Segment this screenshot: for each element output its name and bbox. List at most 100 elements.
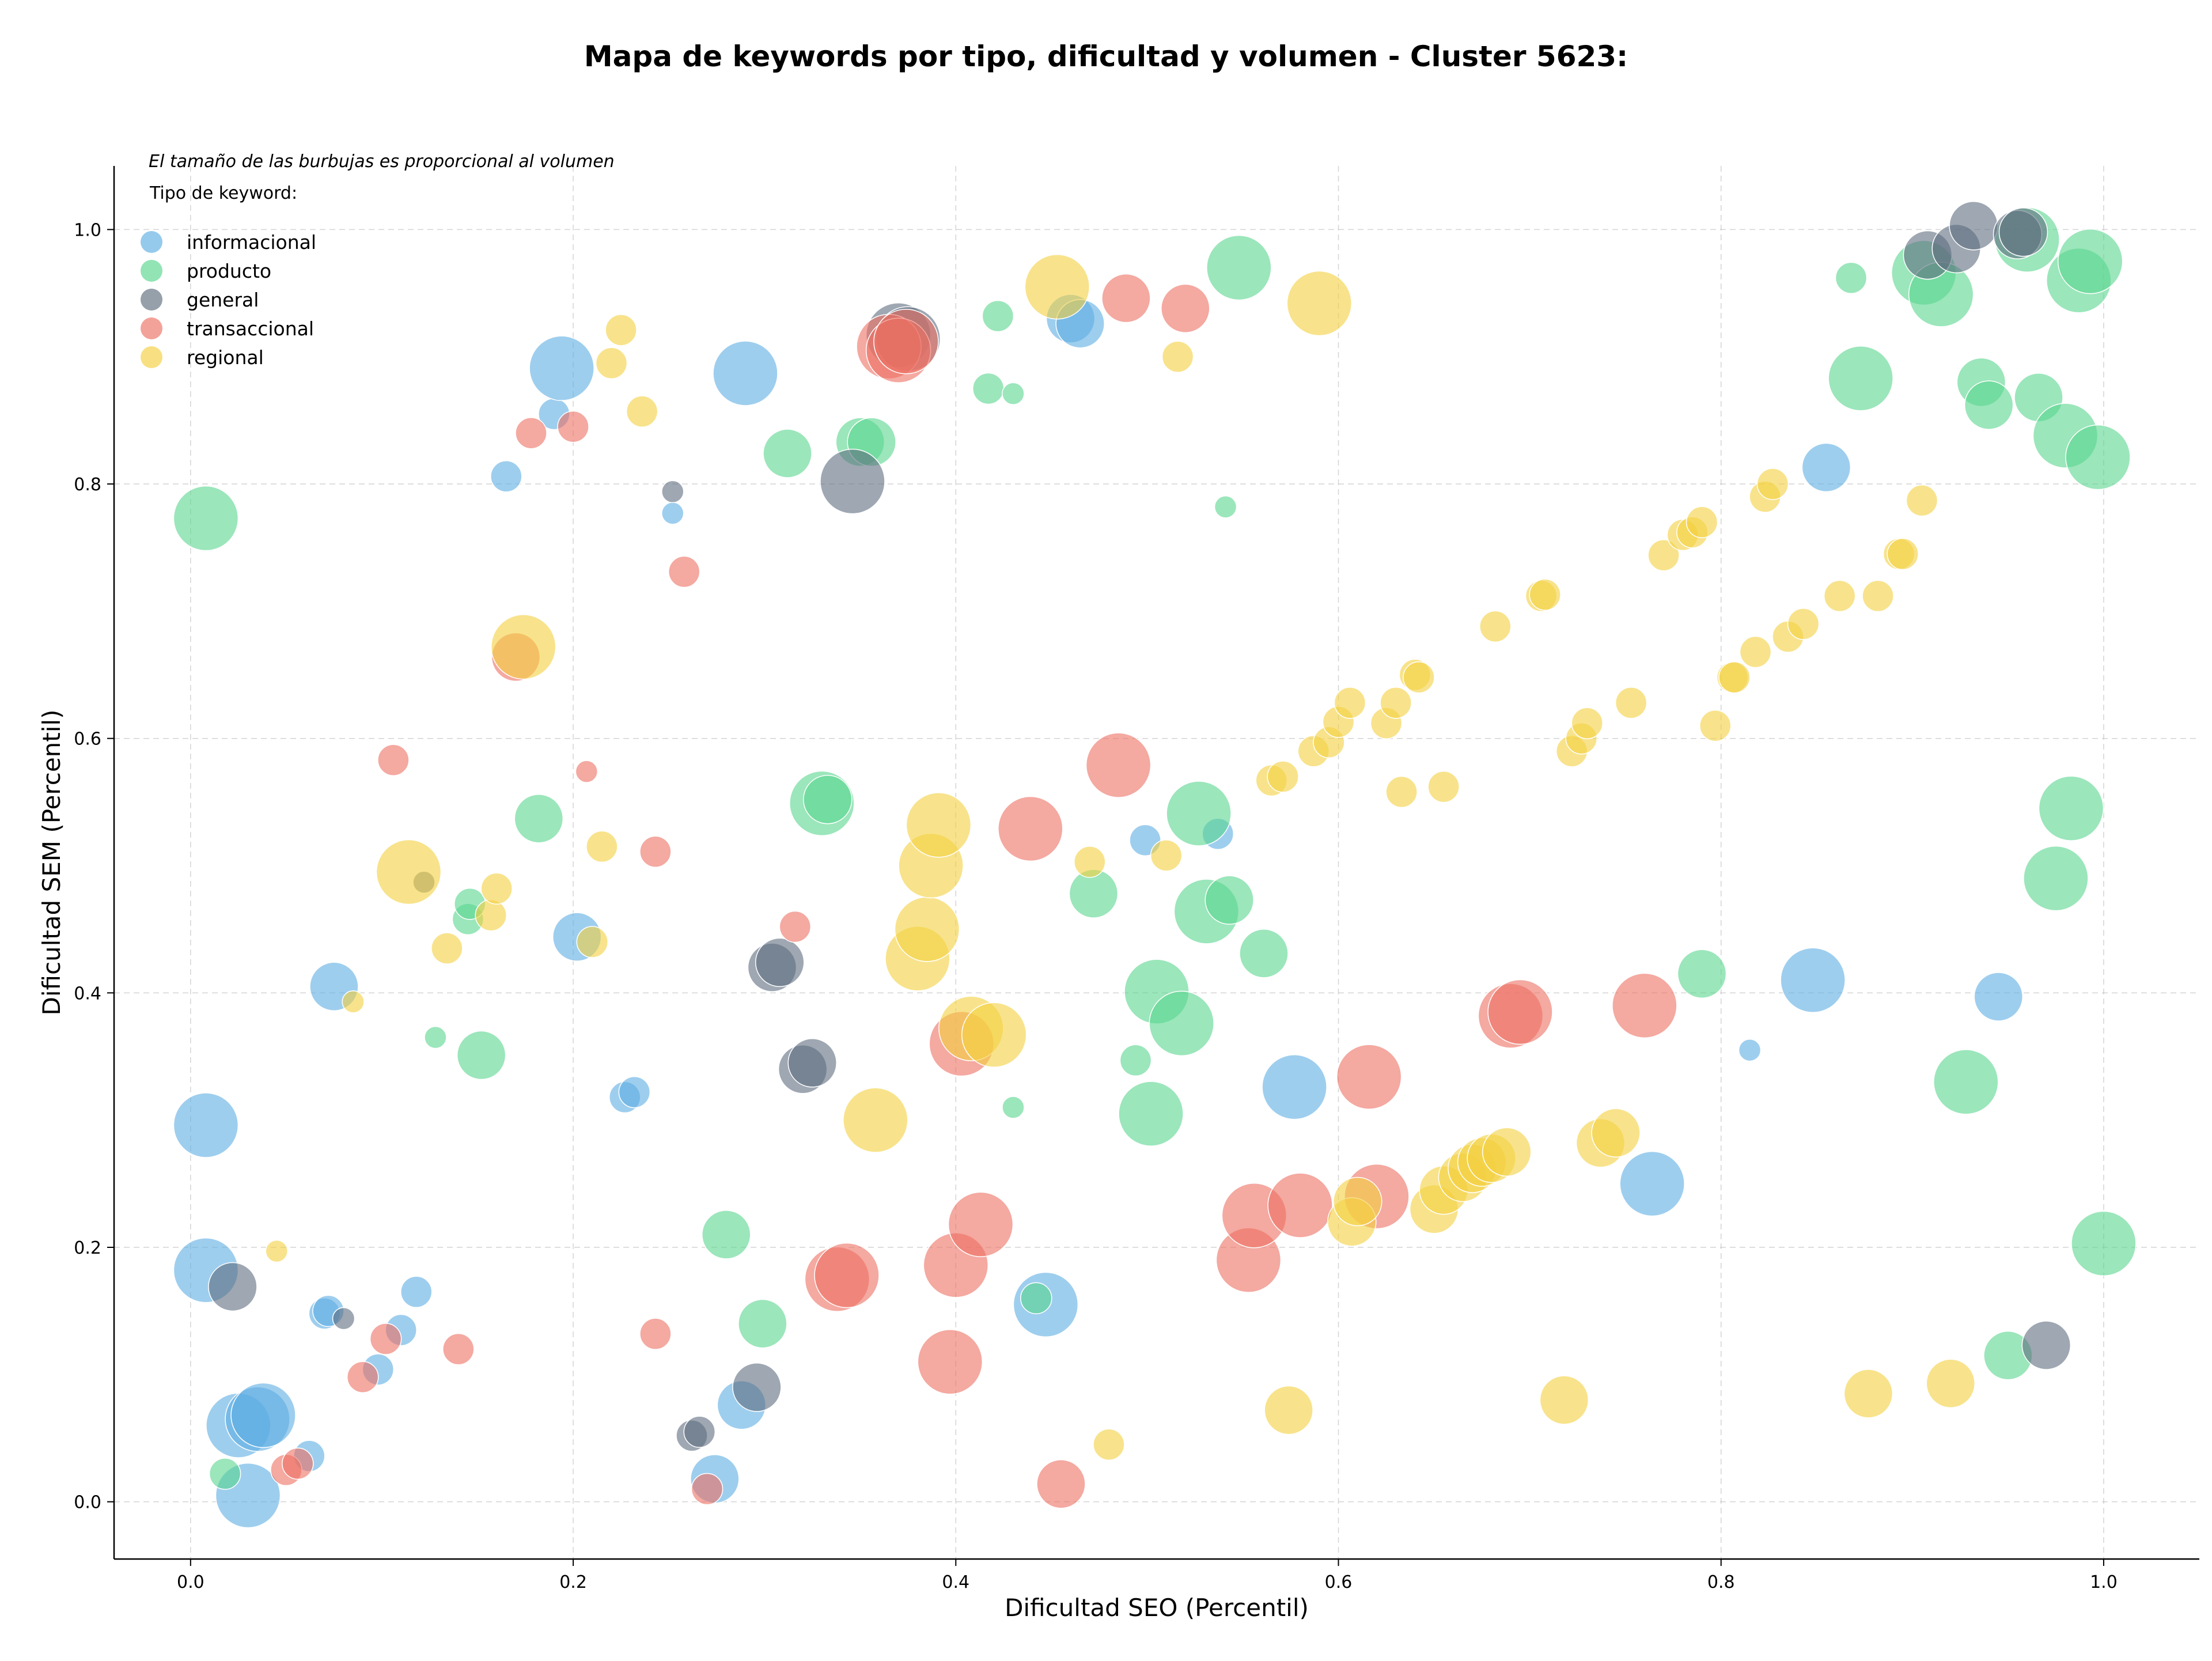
bubble-regional xyxy=(376,839,442,905)
bubble-producto xyxy=(1119,1044,1152,1077)
bubble-transaccional xyxy=(1267,1172,1333,1238)
x-tick-label: 0.0 xyxy=(177,1572,204,1592)
bubble-informacional xyxy=(173,1092,239,1158)
bubble-general xyxy=(683,1416,716,1448)
bubble-regional xyxy=(576,926,609,958)
chart-title: Mapa de keywords por tipo, dificultad y … xyxy=(584,40,1628,73)
x-tick-label: 1.0 xyxy=(2090,1572,2118,1592)
bubble-regional xyxy=(475,899,507,932)
bubble-producto xyxy=(209,1458,241,1490)
bubble-regional xyxy=(595,347,628,380)
bubble-general xyxy=(732,1363,782,1412)
bubble-transaccional xyxy=(1036,1459,1086,1509)
bubble-layer xyxy=(173,201,2137,1528)
bubble-regional xyxy=(1685,506,1718,539)
x-tick-label: 0.6 xyxy=(1325,1572,1353,1592)
series-informacional xyxy=(173,294,2024,1528)
y-tick-label: 0.0 xyxy=(74,1493,101,1513)
bubble-regional xyxy=(1267,760,1299,793)
bubble-informacional xyxy=(529,335,594,401)
bubble-transaccional xyxy=(691,1473,724,1505)
bubble-regional xyxy=(265,1239,289,1263)
y-tick-label: 0.6 xyxy=(74,729,101,750)
bubble-producto xyxy=(1149,990,1214,1057)
bubble-general xyxy=(1949,201,1998,251)
bubble-producto xyxy=(1002,1096,1025,1119)
bubble-general xyxy=(787,1038,837,1088)
bubble-regional xyxy=(1887,538,1919,570)
bubble-transaccional xyxy=(998,796,1063,862)
series-regional xyxy=(265,254,1976,1461)
bubble-regional xyxy=(1615,687,1647,719)
y-tick-label: 1.0 xyxy=(74,220,101,240)
bubble-regional xyxy=(626,395,658,427)
bubble-producto xyxy=(763,429,812,478)
bubble-regional xyxy=(1718,661,1751,694)
bubble-transaccional xyxy=(346,1361,379,1393)
bubble-transaccional xyxy=(639,835,672,868)
legend-label-producto: producto xyxy=(187,260,271,282)
legend-marker-transaccional xyxy=(141,317,162,339)
bubble-regional xyxy=(1482,1127,1532,1177)
bubble-regional xyxy=(843,1087,908,1153)
legend: informacional producto general transacciona… xyxy=(141,231,316,369)
bubble-general xyxy=(208,1262,257,1312)
bubble-producto xyxy=(1933,1049,1999,1115)
bubble-producto xyxy=(1964,380,2014,430)
bubble-regional xyxy=(342,990,365,1013)
bubble-producto xyxy=(173,485,239,551)
x-tick-label: 0.2 xyxy=(559,1572,587,1592)
bubble-informacional xyxy=(713,340,778,406)
bubble-regional xyxy=(480,872,513,905)
legend-label-general: general xyxy=(187,289,259,311)
x-tick-layer: 0.0 0.2 0.4 0.6 0.8 1.0 xyxy=(177,1559,2118,1592)
bubble-regional xyxy=(961,1002,1027,1068)
bubble-producto xyxy=(2057,228,2123,294)
bubble-regional xyxy=(1479,610,1512,643)
y-axis-label: Dificultad SEM (Percentil) xyxy=(37,710,66,1016)
bubble-transaccional xyxy=(917,1329,983,1395)
bubble-regional xyxy=(1093,1428,1125,1461)
legend-marker-producto xyxy=(141,260,162,282)
bubble-producto xyxy=(1205,875,1254,925)
bubble-transaccional xyxy=(873,308,939,374)
bubble-transaccional xyxy=(1161,283,1210,334)
bubble-regional xyxy=(1380,687,1412,719)
bubble-transaccional xyxy=(1612,973,1677,1039)
bubble-regional xyxy=(1024,254,1090,320)
bubble-transaccional xyxy=(814,1242,880,1308)
bubble-producto xyxy=(738,1299,787,1349)
bubble-regional xyxy=(1403,661,1435,694)
bubble-size-note: El tamaño de las burbujas es proporciona… xyxy=(149,152,615,172)
bubble-producto xyxy=(2038,775,2104,841)
y-tick-layer: 0.0 0.2 0.4 0.6 0.8 1.0 xyxy=(74,220,114,1513)
bubble-regional xyxy=(1427,770,1460,803)
bubble-regional xyxy=(1787,608,1820,640)
bubble-transaccional xyxy=(377,744,410,776)
bubble-producto xyxy=(702,1210,751,1259)
bubble-regional xyxy=(1161,340,1194,373)
bubble-informacional xyxy=(661,502,684,525)
bubble-producto xyxy=(1214,495,1237,519)
bubble-producto xyxy=(1118,1081,1184,1147)
bubble-regional xyxy=(894,896,960,962)
bubble-transaccional xyxy=(948,1191,1014,1257)
bubble-producto xyxy=(2065,424,2131,490)
bubble-informacional xyxy=(1780,947,1846,1013)
bubble-informacional xyxy=(400,1276,433,1308)
bubble-informacional xyxy=(1974,972,2024,1021)
bubble-general xyxy=(755,937,805,987)
bubble-regional xyxy=(1739,635,1772,668)
bubble-regional xyxy=(605,314,637,346)
bubble-producto xyxy=(1835,262,1868,294)
bubble-transaccional xyxy=(779,910,812,943)
bubble-transaccional xyxy=(282,1447,314,1480)
bubble-transaccional xyxy=(575,760,599,783)
bubble-regional xyxy=(1843,1369,1893,1418)
bubble-regional xyxy=(431,932,463,964)
bubble-regional xyxy=(1264,1385,1313,1435)
bubble-transaccional xyxy=(515,417,547,449)
y-tick-label: 0.4 xyxy=(74,983,101,1004)
bubble-informacional xyxy=(1801,442,1851,493)
bubble-regional xyxy=(1756,468,1789,500)
